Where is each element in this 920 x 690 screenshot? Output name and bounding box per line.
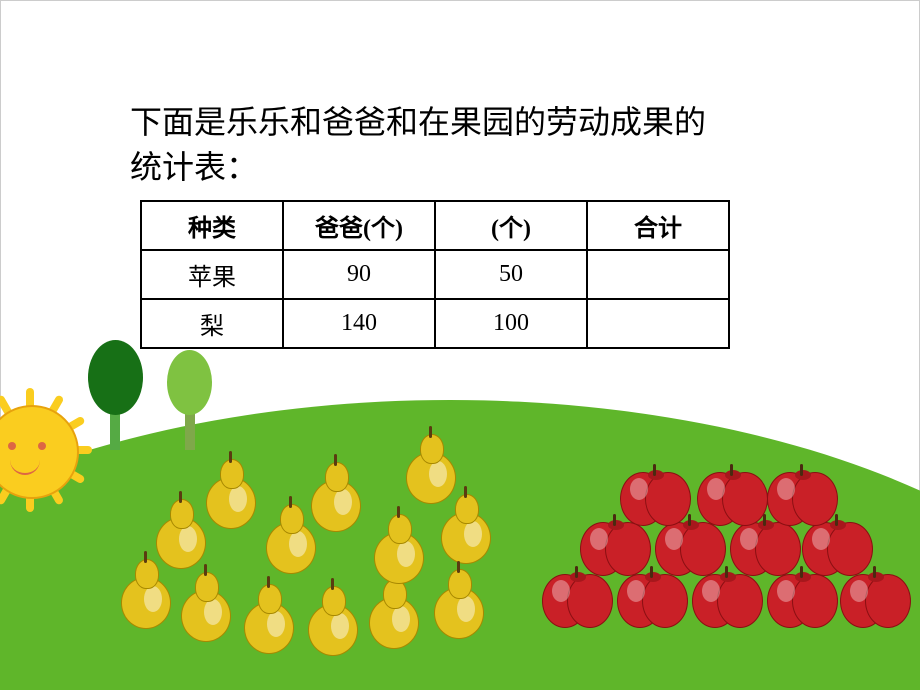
cell-lele: 50 xyxy=(435,250,587,299)
cell-type: 苹果 xyxy=(141,250,283,299)
sun-icon xyxy=(0,390,90,510)
col-dad-header: 爸爸(个) xyxy=(283,201,435,250)
cell-dad: 140 xyxy=(283,299,435,348)
col-type-header: 种类 xyxy=(141,201,283,250)
cell-lele: 100 xyxy=(435,299,587,348)
slide: 下面是乐乐和爸爸和在果园的劳动成果的 统计表： 种类 爸爸(个) (个) 合计 … xyxy=(0,0,920,690)
title-line2: 统计表： xyxy=(130,149,258,185)
apple-icon xyxy=(838,570,913,630)
pear-icon xyxy=(302,582,362,658)
pear-icon xyxy=(175,568,235,644)
pear-icon xyxy=(238,580,298,656)
title-line1: 下面是乐乐和爸爸和在果园的劳动成果的 xyxy=(130,104,706,140)
apple-icon xyxy=(540,570,615,630)
table-header-row: 种类 爸爸(个) (个) 合计 xyxy=(141,201,729,250)
pear-icon xyxy=(200,455,260,531)
slide-title: 下面是乐乐和爸爸和在果园的劳动成果的 统计表： xyxy=(130,100,770,190)
table-row: 苹果 90 50 xyxy=(141,250,729,299)
pear-icon xyxy=(363,575,423,651)
pear-icon xyxy=(305,458,365,534)
apple-icon xyxy=(690,570,765,630)
col-lele-header: (个) xyxy=(435,201,587,250)
apple-icon xyxy=(765,570,840,630)
cell-total xyxy=(587,299,729,348)
apple-icon xyxy=(695,468,770,528)
pear-icon xyxy=(428,565,488,641)
col-total-header: 合计 xyxy=(587,201,729,250)
apple-icon xyxy=(765,468,840,528)
pear-icon xyxy=(368,510,428,586)
statistics-table: 种类 爸爸(个) (个) 合计 苹果 90 50 梨 140 100 xyxy=(140,200,730,349)
pear-icon xyxy=(435,490,495,566)
cell-type: 梨 xyxy=(141,299,283,348)
table-row: 梨 140 100 xyxy=(141,299,729,348)
apple-icon xyxy=(618,468,693,528)
cell-total xyxy=(587,250,729,299)
apple-icon xyxy=(615,570,690,630)
cell-dad: 90 xyxy=(283,250,435,299)
